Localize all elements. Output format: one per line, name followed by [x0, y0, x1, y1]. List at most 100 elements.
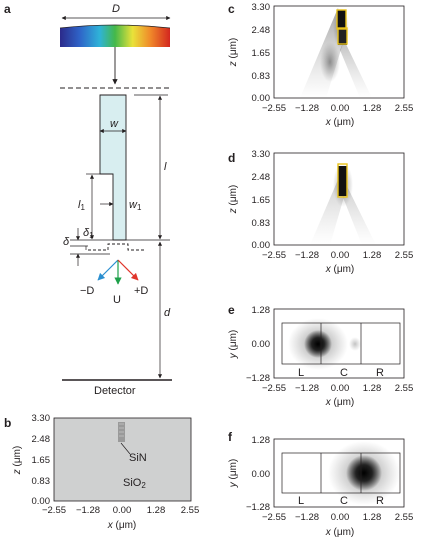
label-w: w — [110, 118, 119, 130]
panel-f-zone-R: R — [376, 495, 384, 507]
panel-e: e L C R 1.28 0.00 −1.28 −2.55 −1.28 0.00… — [228, 303, 413, 408]
panel-e-frame — [273, 308, 405, 379]
ytick: 1.65 — [252, 195, 271, 206]
xtick: 0.00 — [331, 103, 350, 114]
ytick: 1.65 — [32, 455, 51, 466]
xtick: 2.55 — [395, 103, 414, 114]
xtick: −1.28 — [295, 512, 319, 523]
label-detector: Detector — [94, 385, 136, 397]
ytick: 2.48 — [252, 25, 271, 36]
ytick: 0.00 — [252, 93, 271, 104]
xtick: −1.28 — [295, 103, 319, 114]
panel-a: a D w w1 l l1 — [4, 2, 172, 397]
ytick: 0.83 — [32, 476, 51, 487]
panel-label-d: d — [228, 151, 235, 165]
panel-b-xlabel: x (μm) — [107, 520, 137, 531]
panel-e-ylabel: y (μm) — [228, 330, 239, 360]
xtick: −2.55 — [42, 505, 66, 516]
ytick: 0.00 — [252, 240, 271, 251]
panel-c-xlabel: x (μm) — [325, 117, 355, 128]
ytick: −1.28 — [246, 502, 270, 513]
xtick: −2.55 — [262, 512, 286, 523]
panel-d-hotspot — [338, 166, 347, 196]
panel-c-ylabel: z (μm) — [228, 38, 239, 68]
panel-b-xticks: −2.55 −1.28 0.00 1.28 2.55 — [42, 505, 199, 516]
panel-c-xticks: −2.55 −1.28 0.00 1.28 2.55 — [262, 103, 413, 114]
xtick: 0.00 — [331, 250, 350, 261]
label-d: d — [164, 307, 171, 319]
panel-d-xticks: −2.55 −1.28 0.00 1.28 2.55 — [262, 250, 413, 261]
metalens-edge — [59, 24, 171, 29]
label-order-plus: +D — [134, 285, 148, 297]
order-plus-arrow — [117, 259, 139, 281]
panel-f-xlabel: x (μm) — [325, 527, 355, 538]
panel-d-ylabel: z (μm) — [228, 185, 239, 215]
xtick: −2.55 — [262, 250, 286, 261]
xtick: 2.55 — [395, 383, 414, 394]
panel-c-field-lobe — [320, 42, 340, 82]
panel-f-zone-L: L — [298, 495, 304, 507]
panel-label-a: a — [4, 2, 11, 16]
ytick: 3.30 — [252, 2, 271, 13]
panel-c-hotspot — [338, 28, 347, 45]
ytick: 2.48 — [32, 434, 51, 445]
order-minus-arrow — [97, 259, 119, 281]
panel-c-hotspot — [337, 10, 346, 29]
xtick: −1.28 — [295, 383, 319, 394]
panel-e-zone-R: R — [376, 367, 384, 379]
xtick: −2.55 — [262, 103, 286, 114]
panel-c-waveguide-outline — [337, 27, 348, 45]
sin-pointer — [120, 442, 131, 455]
panel-d-waveguide-outline — [337, 163, 348, 198]
panel-label-c: c — [228, 2, 235, 16]
ytick: 0.00 — [252, 339, 271, 350]
xtick: 2.55 — [395, 512, 414, 523]
xtick: 1.28 — [363, 512, 382, 523]
label-delta: δ — [63, 236, 70, 248]
panel-e-focal-spot — [304, 330, 332, 358]
xtick: 1.28 — [147, 505, 166, 516]
panel-f-xticks: −2.55 −1.28 0.00 1.28 2.55 — [262, 512, 413, 523]
panel-c-yticks: 3.30 2.48 1.65 0.83 0.00 — [252, 2, 271, 104]
label-D: D — [112, 3, 120, 15]
xtick: −1.28 — [76, 505, 100, 516]
waveguide-structure — [99, 94, 127, 241]
ytick: 0.83 — [252, 71, 271, 82]
xtick: 0.00 — [331, 383, 350, 394]
panel-c-waveguide-outline — [336, 9, 347, 30]
ytick: 1.65 — [252, 48, 271, 59]
panel-e-xticks: −2.55 −1.28 0.00 1.28 2.55 — [262, 383, 413, 394]
grating-profile — [88, 243, 146, 251]
panel-d-xlabel: x (μm) — [325, 264, 355, 275]
label-order-minus: −D — [80, 285, 94, 297]
ytick: 0.00 — [252, 469, 271, 480]
metalens-body — [60, 25, 170, 47]
panel-e-xlabel: x (μm) — [325, 397, 355, 408]
panel-c: c 3.30 2.48 1.65 0.83 0.00 −2.55 −1.28 0… — [228, 2, 413, 128]
panel-e-zone-L: L — [298, 367, 304, 379]
label-l1: l1 — [78, 199, 85, 212]
ytick: 1.28 — [252, 305, 271, 316]
panel-e-side-lobe — [349, 337, 361, 351]
panel-d-frame — [273, 152, 405, 246]
ytick: 1.28 — [252, 435, 271, 446]
label-sin: SiN — [129, 452, 147, 464]
panel-c-frame — [273, 5, 405, 99]
panel-c-beam-right — [340, 40, 372, 98]
panel-f-focal-spot — [346, 455, 382, 491]
ytick: 0.00 — [32, 496, 51, 507]
ytick: 2.48 — [252, 172, 271, 183]
panel-d-yticks: 3.30 2.48 1.65 0.83 0.00 — [252, 149, 271, 251]
panel-f-ylabel: y (μm) — [228, 459, 239, 489]
panel-label-f: f — [228, 430, 233, 444]
ytick: −1.28 — [246, 373, 270, 384]
xtick: 0.00 — [113, 505, 132, 516]
xtick: −2.55 — [262, 383, 286, 394]
ytick: 3.30 — [32, 413, 51, 424]
xtick: 2.55 — [181, 505, 200, 516]
panel-label-e: e — [228, 303, 235, 317]
ytick: 0.83 — [252, 218, 271, 229]
panel-b-yticks: 3.30 2.48 1.65 0.83 0.00 — [32, 413, 51, 507]
panel-e-zone-C: C — [340, 367, 348, 379]
